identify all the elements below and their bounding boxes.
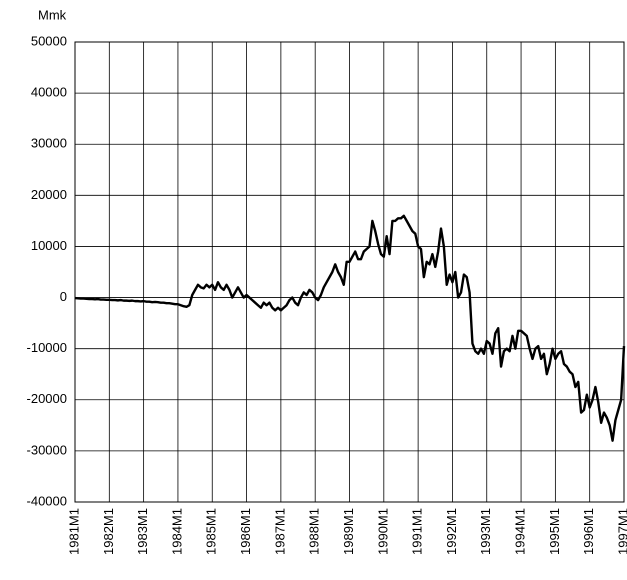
x-tick-label: 1987M1 — [272, 508, 287, 555]
x-tick-label: 1997M1 — [615, 508, 627, 555]
x-tick-label: 1986M1 — [238, 508, 253, 555]
y-tick-label: 10000 — [31, 238, 67, 253]
y-tick-label: -30000 — [27, 442, 67, 457]
y-tick-label: 30000 — [31, 136, 67, 151]
x-tick-label: 1991M1 — [410, 508, 425, 555]
x-tick-label: 1990M1 — [375, 508, 390, 555]
y-tick-label: 0 — [60, 289, 67, 304]
x-tick-label: 1989M1 — [341, 508, 356, 555]
x-tick-label: 1988M1 — [307, 508, 322, 555]
x-tick-label: 1983M1 — [135, 508, 150, 555]
data-line — [74, 214, 626, 442]
y-axis-label: Mmk — [38, 7, 67, 22]
y-tick-label: -20000 — [27, 391, 67, 406]
y-tick-label: -40000 — [27, 493, 67, 508]
y-tick-label: 50000 — [31, 33, 67, 48]
x-tick-label: 1996M1 — [581, 508, 596, 555]
y-tick-label: 20000 — [31, 187, 67, 202]
x-tick-label: 1985M1 — [204, 508, 219, 555]
x-tick-label: 1993M1 — [478, 508, 493, 555]
plot-frame — [74, 41, 625, 503]
x-tick-label: 1995M1 — [547, 508, 562, 555]
x-tick-label: 1984M1 — [169, 508, 184, 555]
x-tick-label: 1981M1 — [66, 508, 81, 555]
y-tick-label: -10000 — [27, 340, 67, 355]
y-tick-label: 40000 — [31, 85, 67, 100]
x-tick-label: 1982M1 — [101, 508, 116, 555]
x-tick-label: 1994M1 — [513, 508, 528, 555]
x-tick-label: 1992M1 — [444, 508, 459, 555]
